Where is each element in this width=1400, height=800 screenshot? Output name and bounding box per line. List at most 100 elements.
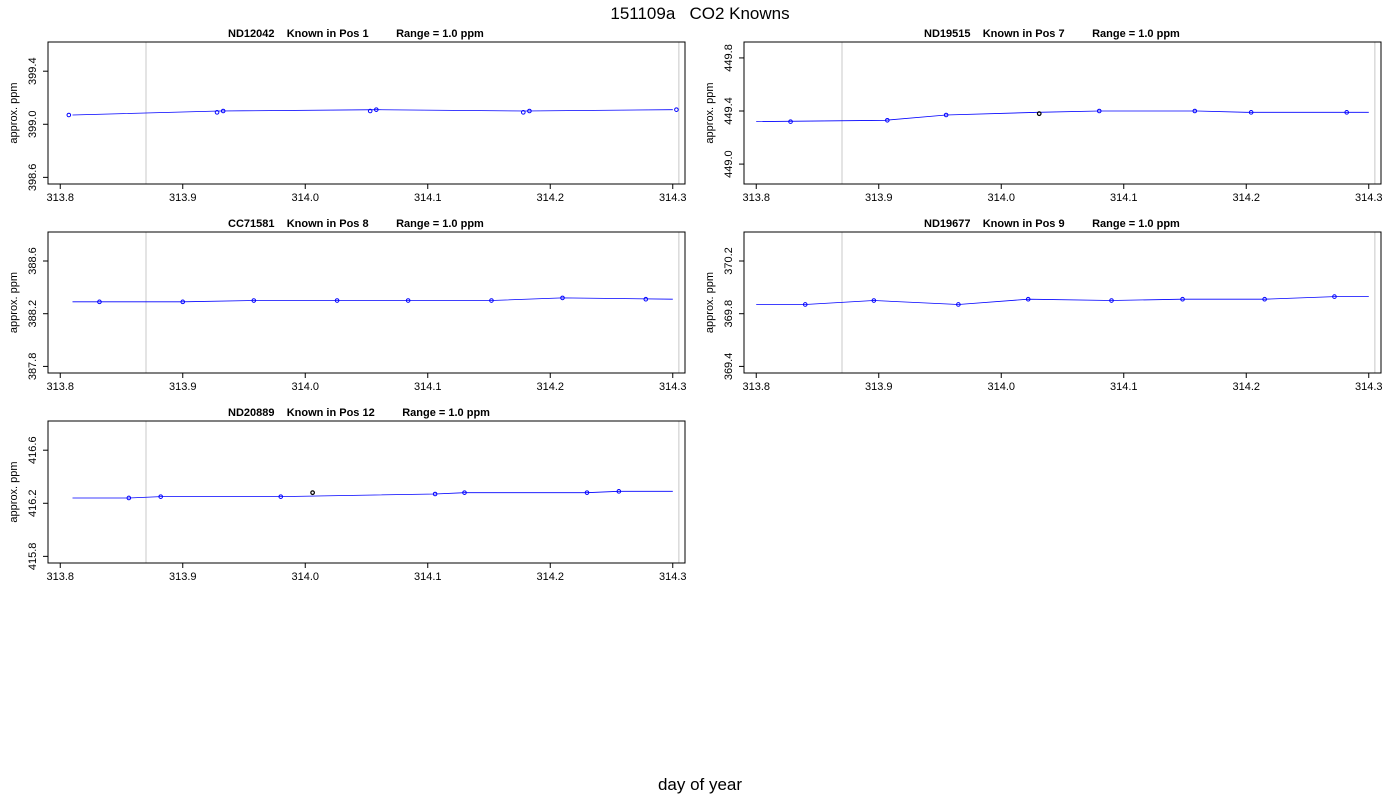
panel-title: CC71581 Known in Pos 8 Range = 1.0 ppm [228, 218, 484, 230]
x-tick-label: 314.3 [1355, 381, 1383, 393]
data-point [788, 119, 793, 124]
data-point [180, 299, 186, 305]
data-point [66, 112, 72, 118]
y-tick-label: 369.4 [723, 353, 735, 381]
x-tick-label: 314.2 [536, 381, 564, 393]
y-tick-label: 387.8 [27, 353, 39, 381]
data-point [1109, 298, 1114, 303]
plot-frame [743, 41, 1382, 185]
x-tick-label: 314.2 [1232, 192, 1260, 204]
y-tick-label: 399.0 [27, 111, 39, 139]
data-point [643, 296, 649, 302]
data-point [462, 490, 467, 495]
x-tick-label: 314.3 [659, 381, 687, 393]
x-axis-label: day of year [657, 775, 743, 794]
x-tick-label: 313.9 [169, 571, 197, 583]
series-line [72, 297, 673, 303]
x-tick-label: 313.9 [169, 192, 197, 204]
chart-panel-4: ND19677 Known in Pos 9 Range = 1.0 ppm 31… [704, 218, 1383, 393]
x-tick-label: 314.2 [1232, 381, 1260, 393]
x-tick-label: 313.9 [169, 381, 197, 393]
x-tick-label: 314.1 [414, 192, 442, 204]
y-tick-label: 388.6 [27, 247, 39, 275]
x-tick-label: 314.1 [414, 381, 442, 393]
y-tick-label: 449.8 [723, 44, 735, 72]
x-tick-label: 313.8 [742, 381, 770, 393]
x-tick-label: 314.0 [987, 381, 1015, 393]
data-point [885, 117, 890, 123]
chart-panel-3: CC71581 Known in Pos 8 Range = 1.0 ppm 31… [8, 218, 687, 393]
y-tick-label: 449.0 [723, 150, 735, 178]
y-tick-label: 369.8 [723, 300, 735, 328]
data-point [674, 107, 679, 112]
flagged-point [310, 490, 316, 496]
y-axis-label: approx. ppm [704, 272, 716, 333]
y-tick-label: 416.2 [27, 490, 39, 518]
data-point [97, 299, 102, 305]
series-line [756, 110, 1369, 122]
data-point [802, 302, 808, 307]
data-point [489, 298, 494, 303]
y-tick-label: 398.6 [27, 164, 39, 192]
y-axis-label: approx. ppm [8, 82, 20, 143]
data-point [214, 110, 220, 115]
data-point [1248, 110, 1254, 115]
data-point [278, 494, 284, 499]
x-tick-label: 314.3 [659, 571, 687, 583]
x-tick-label: 314.1 [1110, 381, 1138, 393]
x-tick-label: 314.0 [291, 192, 319, 204]
x-tick-label: 314.3 [659, 192, 687, 204]
series-line [72, 490, 673, 499]
x-tick-label: 314.1 [414, 571, 442, 583]
x-tick-label: 314.3 [1355, 192, 1383, 204]
y-tick-label: 449.4 [723, 97, 735, 125]
y-tick-label: 388.2 [27, 300, 39, 328]
x-tick-label: 314.1 [1110, 192, 1138, 204]
data-point [126, 495, 132, 501]
data-point [432, 491, 438, 497]
x-tick-label: 313.8 [46, 381, 74, 393]
data-point [1332, 294, 1337, 299]
series-line [72, 109, 673, 116]
plot-frame [47, 231, 686, 374]
data-point [1344, 110, 1349, 115]
chart-panel-2: ND19515 Known in Pos 7 Range = 1.0 ppm 31… [704, 28, 1383, 204]
plot-frame [47, 41, 686, 185]
panel-title: ND19677 Known in Pos 9 Range = 1.0 ppm [924, 218, 1180, 230]
data-point [1192, 108, 1198, 114]
series-line [756, 296, 1369, 305]
data-point [943, 112, 949, 118]
x-tick-label: 314.2 [536, 192, 564, 204]
y-axis-label: approx. ppm [8, 272, 20, 333]
x-tick-label: 313.9 [865, 381, 893, 393]
data-point [956, 302, 961, 307]
data-point [1262, 296, 1267, 302]
y-tick-label: 370.2 [723, 247, 735, 275]
x-tick-label: 314.2 [536, 571, 564, 583]
plot-frame [743, 231, 1382, 374]
data-point [158, 494, 163, 499]
data-point [527, 108, 532, 114]
data-point [521, 110, 526, 115]
y-tick-label: 416.6 [27, 436, 39, 464]
panel-title: ND12042 Known in Pos 1 Range = 1.0 ppm [228, 28, 484, 40]
x-tick-label: 313.9 [865, 192, 893, 204]
data-point [584, 490, 590, 495]
x-tick-label: 314.0 [987, 192, 1015, 204]
x-tick-label: 313.8 [46, 571, 74, 583]
chart-panel-1: ND12042 Known in Pos 1 Range = 1.0 ppm 31… [8, 28, 687, 204]
data-point [251, 298, 257, 303]
data-point [220, 108, 226, 114]
panel-title: ND19515 Known in Pos 7 Range = 1.0 ppm [924, 28, 1180, 40]
plot-frame [47, 420, 686, 564]
data-point [367, 108, 373, 114]
panel-title: ND20889 Known in Pos 12 Range = 1.0 ppm [228, 407, 490, 419]
data-point [405, 298, 411, 303]
x-tick-label: 314.0 [291, 571, 319, 583]
chart-panel-5: ND20889 Known in Pos 12 Range = 1.0 ppm 3… [8, 407, 687, 583]
x-tick-label: 314.0 [291, 381, 319, 393]
y-tick-label: 415.8 [27, 543, 39, 571]
data-point [1025, 296, 1031, 302]
y-axis-label: approx. ppm [704, 82, 716, 143]
